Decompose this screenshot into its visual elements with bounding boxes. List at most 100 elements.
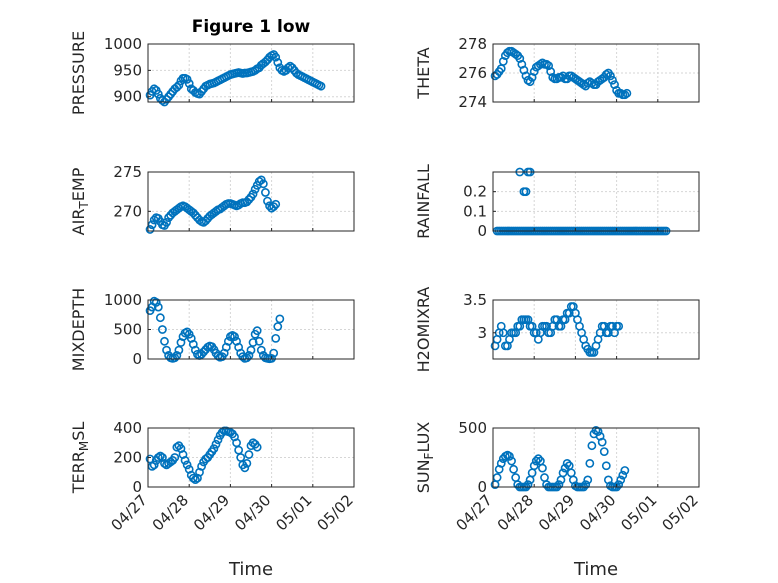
data-point [498, 328, 508, 338]
data-point [244, 450, 254, 459]
y-tick-label: 1000 [104, 291, 142, 309]
data-point [172, 442, 182, 452]
y-tick-label: 0 [477, 222, 487, 240]
data-point [271, 333, 281, 343]
y-tick-label: 500 [458, 419, 487, 437]
y-axis-label: PRESSURE [69, 31, 88, 115]
data-point [182, 327, 192, 337]
data-point [583, 475, 593, 485]
axes-frame [147, 43, 355, 103]
data-point [254, 336, 264, 346]
data-point [258, 179, 268, 189]
x-tick-label: 04/30 [231, 491, 274, 534]
data-point [147, 220, 157, 230]
data-point [174, 345, 184, 355]
data-point [273, 322, 283, 331]
data-point [538, 463, 547, 473]
data-point [523, 480, 533, 490]
data-point [585, 458, 595, 468]
data-point [160, 336, 169, 346]
data-point [267, 354, 276, 363]
data-point [147, 461, 157, 471]
y-tick-label: 278 [458, 35, 487, 53]
axes-frame [492, 299, 700, 360]
series-points [145, 426, 262, 485]
data-point [213, 435, 223, 445]
y-tick-label: 274 [458, 93, 487, 111]
data-point [505, 451, 514, 461]
data-point [155, 313, 165, 323]
data-point [174, 80, 184, 90]
subplot-rainfall: 0 0.10.2 RAINFALL [414, 164, 700, 240]
y-tick-label: 1000 [104, 35, 142, 53]
y-axis-label: RAINFALL [414, 164, 433, 239]
data-point [269, 348, 279, 358]
data-point [261, 188, 270, 197]
axes-frame [492, 171, 700, 232]
x-axis-label: Time [228, 559, 273, 580]
data-point [190, 345, 200, 355]
plot-area [148, 300, 354, 359]
y-tick-label: 400 [113, 419, 142, 437]
data-point [182, 74, 192, 84]
data-point [271, 52, 281, 62]
data-point [275, 314, 285, 324]
data-point [217, 428, 227, 437]
series-points [145, 296, 285, 364]
y-axis-label: THETA [414, 47, 433, 99]
data-point [153, 89, 163, 99]
data-point [525, 77, 535, 87]
y-tick-label: 0.2 [463, 183, 487, 201]
data-point [496, 458, 506, 468]
x-tick-label: 05/01 [272, 491, 315, 534]
data-point [614, 321, 624, 331]
data-point [180, 456, 190, 465]
subplot-h2omixra: 3 3.5 H2OMIXRA [414, 287, 700, 373]
data-point [273, 58, 283, 67]
data-point [618, 470, 628, 480]
data-point [248, 189, 258, 199]
plot-area [493, 172, 699, 231]
data-point [316, 81, 326, 91]
data-point [151, 297, 161, 307]
data-point [153, 453, 163, 462]
subplot-theta: 274 276 278 THETA [414, 35, 700, 111]
x-tick-label: 05/01 [617, 491, 660, 534]
y-tick-label: 0.1 [463, 202, 487, 220]
data-point [608, 75, 617, 85]
data-point [209, 444, 219, 454]
y-tick-label: 3.5 [463, 291, 487, 309]
data-point [238, 352, 248, 362]
data-point [246, 345, 256, 355]
axes-frame [147, 171, 355, 232]
series-points [145, 50, 326, 107]
data-point [521, 187, 531, 197]
data-point [211, 439, 221, 449]
x-tick-label: 05/02 [314, 491, 357, 534]
data-point [170, 453, 180, 462]
series-points [490, 46, 632, 100]
data-point [244, 195, 254, 204]
data-point [554, 480, 564, 490]
data-point [529, 67, 539, 76]
data-point [620, 466, 630, 475]
data-point [170, 353, 180, 363]
y-tick-label: 276 [458, 64, 487, 82]
y-axis-label: H2OMIXRA [414, 287, 433, 373]
x-tick-label: 04/29 [535, 491, 578, 534]
data-point [149, 460, 159, 470]
x-tick-label: 04/30 [576, 491, 619, 534]
data-point [256, 345, 266, 355]
data-point [529, 461, 539, 471]
data-point [145, 225, 155, 234]
x-tick-label: 04/27 [453, 491, 496, 534]
data-point [558, 468, 568, 478]
data-point [162, 345, 171, 355]
data-point [269, 202, 279, 212]
data-point [182, 460, 192, 470]
data-point [616, 475, 626, 485]
y-tick-label: 900 [113, 88, 142, 106]
data-point [601, 461, 611, 471]
